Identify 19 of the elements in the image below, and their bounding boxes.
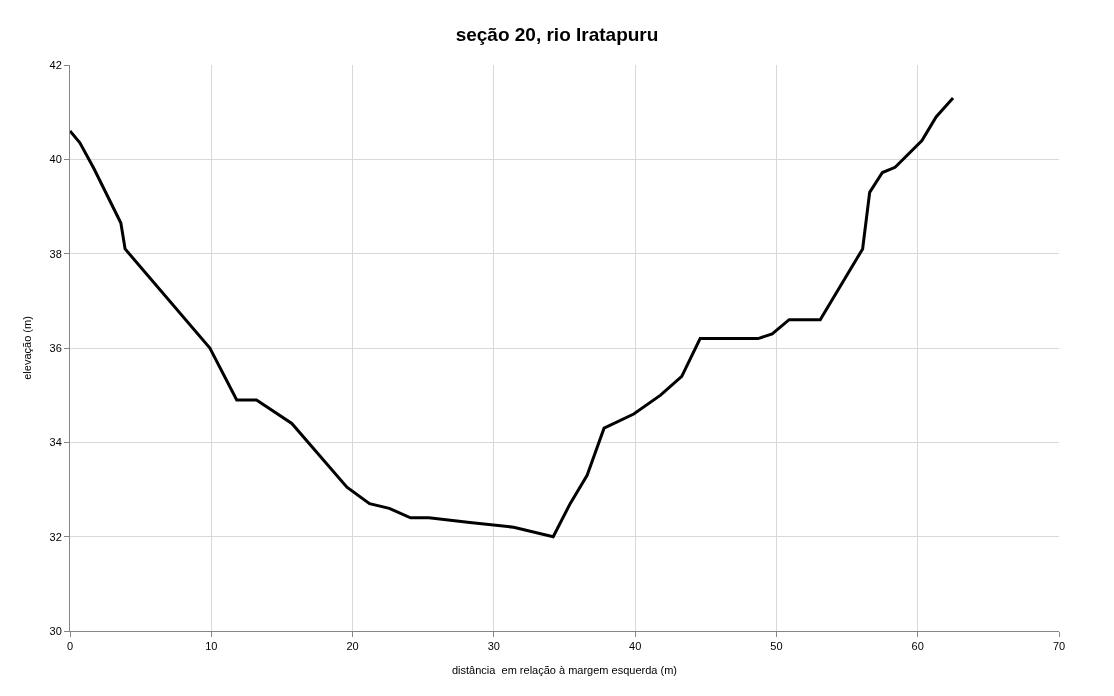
y-tick-label: 42 (49, 58, 62, 71)
x-tick-label: 70 (1052, 640, 1066, 653)
y-tick-label: 34 (49, 436, 62, 449)
y-tick-label: 36 (49, 341, 62, 354)
x-tick-label: 0 (66, 640, 74, 653)
x-tick-label: 20 (346, 640, 359, 653)
y-tick-label: 30 (49, 624, 62, 637)
y-tick-label: 32 (49, 530, 62, 543)
chart-title: seção 20, rio Iratapuru (455, 24, 659, 46)
x-axis-title: distância em relação à margem esquerda (m) (452, 664, 677, 677)
y-axis-title: elevação (m) (21, 316, 34, 380)
x-tick-label: 30 (487, 640, 500, 653)
x-tick-label: 10 (205, 640, 218, 653)
x-tick-label: 60 (911, 640, 924, 653)
y-tick-label: 38 (49, 247, 62, 260)
line-series (70, 96, 955, 539)
x-tick-label: 40 (629, 640, 642, 653)
y-tick-label: 40 (49, 153, 62, 166)
x-tick-label: 50 (770, 640, 783, 653)
